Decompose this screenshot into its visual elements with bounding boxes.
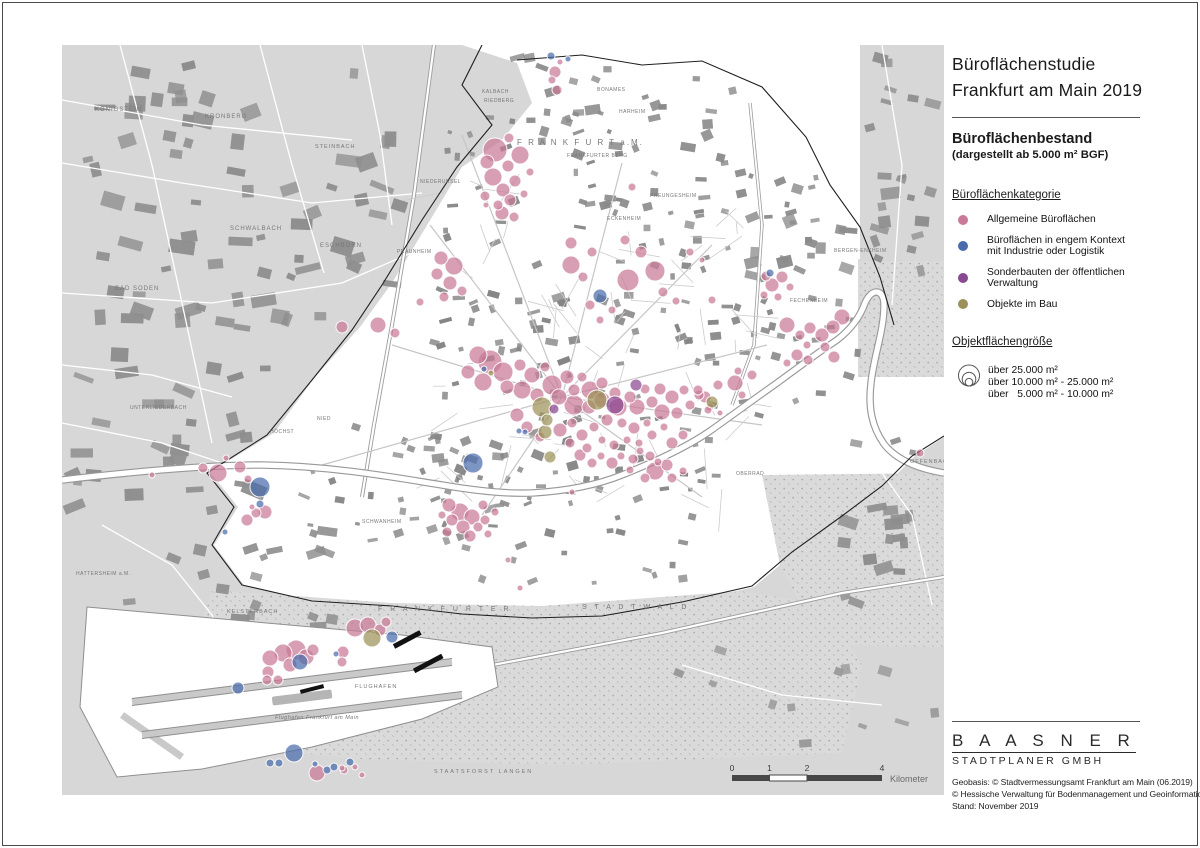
scale-unit-label: Kilometer [890, 774, 928, 784]
place-label: ECKENHEIM [607, 216, 641, 222]
place-label: BAD SODEN [115, 286, 159, 292]
place-label: ESCHBORN [320, 243, 362, 249]
brand-block: B A A S N E R STADTPLANER GMBH Geobasis:… [952, 721, 1200, 812]
map-title-line1: Büroflächenstudie [952, 54, 1096, 74]
legend-label: Objekte im Bau [987, 298, 1058, 310]
city-boundary [206, 45, 944, 619]
place-label: OFFENBACH [910, 459, 944, 465]
map-subtitle-note: (dargestellt ab 5.000 m² BGF) [952, 149, 1109, 161]
category-heading: Büroflächenkategorie [952, 189, 1061, 201]
frankfurt-map: KÖNIGSTEIN KRONBERG STEINBACH SCHWALBACH ESC… [62, 45, 944, 795]
place-label: SCHWANHEIM [362, 519, 402, 525]
airport [79, 606, 499, 778]
map-subtitle: Büroflächenbestand [952, 131, 1093, 147]
place-label: NIEDERURSEL [420, 179, 461, 185]
place-label: FLUGHAFEN [355, 684, 397, 690]
place-label: RIEDBERG [484, 98, 514, 104]
public-admin-dot-icon [958, 273, 968, 283]
place-label: STAATSFORST LANGEN [434, 769, 533, 775]
divider [952, 721, 1140, 722]
scale-tick-label: 0 [730, 763, 735, 773]
legend-label-line1: Büroflächen in engem Kontext [987, 234, 1125, 246]
place-label: STEINBACH [315, 144, 355, 150]
runway-bars [299, 630, 444, 694]
place-label: NIED [317, 416, 331, 422]
industry-offices-dot-icon [958, 241, 968, 251]
scale-bar: 0 1 2 4 Kilometer [730, 763, 928, 784]
size-labels: über 25.000 m² über 10.000 m² - 25.000 m²… [988, 362, 1113, 401]
under-construction-dot-icon [958, 299, 968, 310]
place-label: HARHEIM [619, 109, 646, 115]
legend-label: Büroflächen in engem Kontext mit Industr… [987, 235, 1125, 258]
category-legend: Allgemeine Büroflächen Büroflächen in en… [952, 214, 1152, 310]
map-labels: KÖNIGSTEIN KRONBERG STEINBACH SCHWALBACH ESC… [76, 87, 944, 775]
place-label: FECHENHEIM [790, 298, 828, 304]
credit-line: Stand: November 2019 [952, 800, 1039, 811]
scale-tick-label: 2 [805, 763, 810, 773]
scale-tick-label: 1 [767, 763, 772, 773]
place-label: UNTERLIEDERBACH [130, 405, 187, 411]
place-label: HÖCHST [270, 428, 294, 435]
legend-label-line2: mit Industrie oder Logistik [987, 246, 1105, 257]
credit-line: © Hessische Verwaltung für Bodenmanageme… [952, 788, 1200, 799]
place-label: KRONBERG [205, 114, 247, 120]
place-label: Flughafen Frankfurt am Main [275, 715, 359, 721]
size-legend: über 25.000 m² über 10.000 m² - 25.000 m²… [952, 362, 1152, 401]
legend-label: Sonderbauten der öffentlichen Verwaltung [987, 266, 1125, 290]
size-heading: Objektflächengröße [952, 336, 1053, 348]
credits: Geobasis: © Stadtvermessungsamt Frankfur… [952, 777, 1200, 812]
regional-roads [62, 45, 933, 706]
place-label: F R A N K F U R T a.M. [517, 138, 644, 147]
place-label: BONAMES [597, 87, 626, 93]
size-label-3: über 5.000 m² - 10.000 m² [988, 389, 1114, 400]
river-main [62, 288, 944, 497]
baasner-logo-subtitle: STADTPLANER GMBH [952, 755, 1104, 767]
place-label: PRAUNHEIM [397, 249, 432, 255]
mid-east-forest [858, 259, 944, 377]
place-label: PREUNGESHEIM [650, 193, 697, 199]
office-bubbles [148, 51, 925, 782]
place-label: S T A D T W A L D [582, 604, 689, 611]
place-label: OBERRAD [736, 471, 764, 477]
credit-line: Geobasis: © Stadtvermessungsamt Frankfur… [952, 777, 1193, 787]
place-label: KÖNIGSTEIN [95, 106, 142, 113]
legend-item-industry: Büroflächen in engem Kontext mit Industr… [952, 235, 1152, 258]
legend-item-public-admin: Sonderbauten der öffentlichen Verwaltung [952, 267, 1152, 290]
general-offices-dot-icon [958, 214, 968, 225]
size-label-1: über 25.000 m² [988, 365, 1058, 376]
map-canvas: KÖNIGSTEIN KRONBERG STEINBACH SCHWALBACH ESC… [62, 45, 944, 795]
legend-panel: Büroflächenstudie Frankfurt am Main 2019… [952, 45, 1200, 811]
baasner-logo: B A A S N E R [952, 731, 1136, 753]
place-label: F R A N K F U R T E R [378, 606, 512, 613]
place-label: KELSTERBACH [227, 609, 278, 615]
divider [952, 117, 1140, 118]
legend-item-construction: Objekte im Bau [952, 299, 1152, 311]
legend-label: Allgemeine Büroflächen [987, 214, 1096, 225]
place-label: HATTERSHEIM a.M. [76, 571, 131, 577]
place-label: KALBACH [482, 89, 509, 95]
place-label: FRANKFURTER BERG [567, 153, 628, 159]
place-label: BERGEN-ENKHEIM [834, 248, 887, 254]
place-label: SCHWALBACH [230, 226, 282, 232]
scale-tick-label: 4 [880, 763, 885, 773]
size-label-2: über 10.000 m² - 25.000 m² [988, 377, 1114, 388]
legend-item-general: Allgemeine Büroflächen [952, 214, 1152, 226]
map-title: Büroflächenstudie Frankfurt am Main 2019 [952, 51, 1152, 103]
nested-circles-icon [958, 364, 980, 387]
map-title-line2: Frankfurt am Main 2019 [952, 80, 1143, 100]
